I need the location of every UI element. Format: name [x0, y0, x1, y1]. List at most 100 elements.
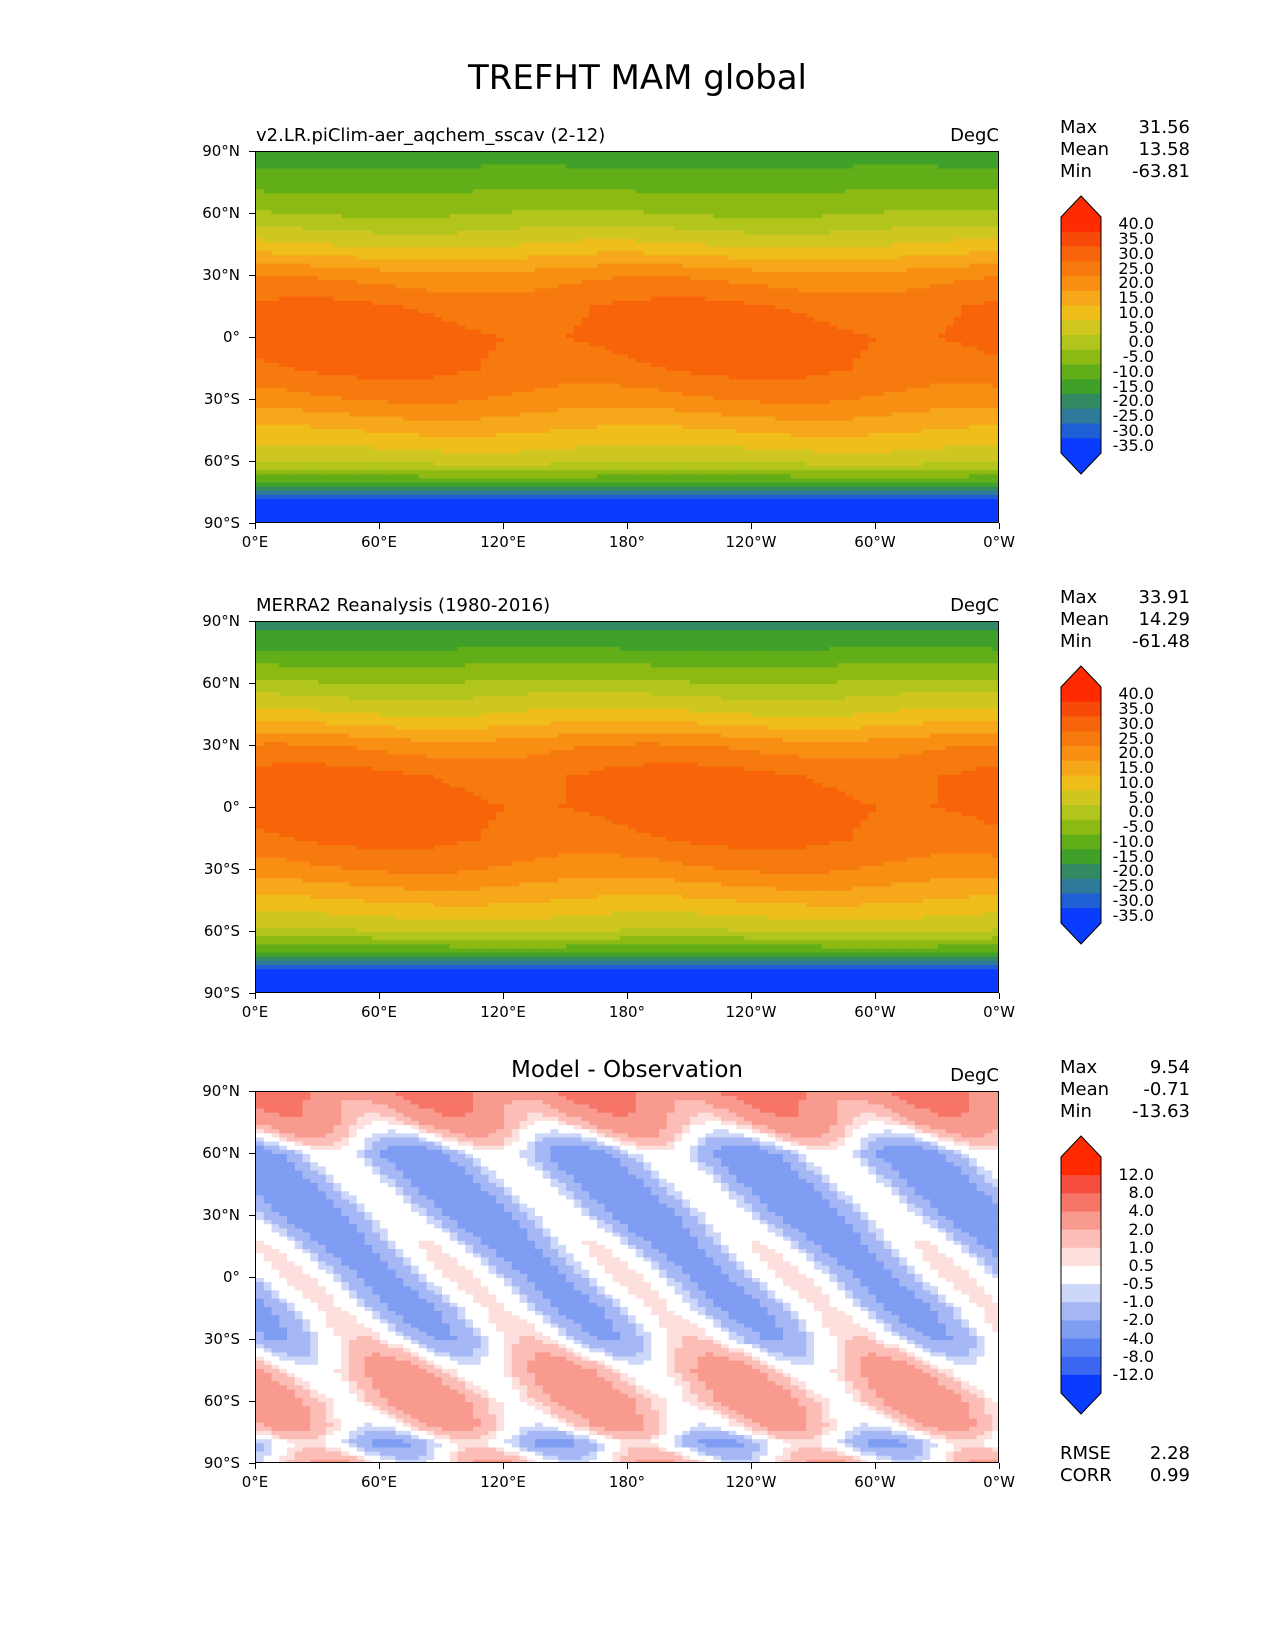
- heatmap-cell: [387, 189, 397, 194]
- heatmap-cell: [287, 288, 296, 294]
- heatmap-cell: [620, 329, 629, 335]
- heatmap-cell: [643, 292, 652, 298]
- heatmap-cell: [434, 185, 443, 190]
- heatmap-cell: [697, 267, 707, 273]
- heatmap-cell: [666, 218, 676, 223]
- heatmap-cell: [752, 358, 761, 364]
- heatmap-cell: [612, 329, 621, 335]
- heatmap-cell: [256, 222, 265, 227]
- heatmap-cell: [713, 284, 722, 289]
- heatmap-cell: [883, 271, 893, 277]
- heatmap-cell: [690, 201, 699, 207]
- heatmap-cell: [372, 354, 381, 360]
- heatmap-cell: [535, 271, 544, 277]
- heatmap-cell: [938, 238, 947, 244]
- heatmap-cell: [496, 350, 505, 356]
- heatmap-cell: [953, 197, 962, 203]
- heatmap-cell: [333, 214, 342, 219]
- heatmap-cell: [403, 230, 412, 236]
- heatmap-cell: [876, 313, 885, 318]
- heatmap-cell: [612, 313, 621, 318]
- heatmap-cell: [930, 267, 939, 273]
- heatmap-cell: [837, 288, 846, 294]
- heatmap-cell: [426, 338, 435, 343]
- heatmap-cell: [852, 164, 862, 170]
- heatmap-cell: [969, 317, 978, 323]
- heatmap-cell: [364, 284, 373, 289]
- heatmap-cell: [341, 242, 350, 248]
- heatmap-cell: [759, 255, 769, 261]
- heatmap-cell: [744, 362, 753, 368]
- heatmap-cell: [705, 321, 714, 327]
- heatmap-cell: [938, 292, 947, 298]
- heatmap-cell: [511, 309, 521, 314]
- heatmap-cell: [736, 267, 745, 273]
- heatmap-cell: [914, 350, 924, 356]
- heatmap-cell: [868, 296, 877, 302]
- heatmap-cell: [930, 329, 939, 335]
- heatmap-cell: [821, 292, 831, 298]
- heatmap-cell: [372, 226, 381, 232]
- heatmap-cell: [612, 292, 621, 298]
- heatmap-cell: [573, 309, 583, 314]
- heatmap-cell: [349, 222, 358, 227]
- heatmap-cell: [294, 342, 304, 347]
- heatmap-cell: [914, 313, 924, 318]
- heatmap-cell: [318, 234, 327, 240]
- heatmap-cell: [535, 251, 544, 256]
- heatmap-cell: [341, 189, 350, 194]
- heatmap-cell: [651, 247, 660, 252]
- heatmap-cell: [728, 313, 738, 318]
- heatmap-cell: [550, 176, 559, 182]
- heatmap-cell: [922, 209, 931, 215]
- heatmap-cell: [473, 342, 482, 347]
- heatmap-cell: [697, 209, 707, 215]
- heatmap-cell: [573, 271, 583, 277]
- heatmap-cell: [666, 214, 676, 219]
- heatmap-cell: [356, 226, 366, 232]
- heatmap-cell: [845, 238, 854, 244]
- heatmap-cell: [465, 226, 474, 232]
- heatmap-cell: [442, 172, 451, 178]
- heatmap-cell: [821, 242, 831, 248]
- heatmap-cell: [550, 172, 559, 178]
- heatmap-cell: [883, 185, 893, 190]
- heatmap-cell: [682, 321, 691, 327]
- heatmap-cell: [759, 304, 769, 310]
- heatmap-cell: [868, 180, 877, 186]
- heatmap-cell: [705, 259, 714, 265]
- heatmap-cell: [480, 172, 490, 178]
- heatmap-cell: [713, 333, 722, 339]
- heatmap-cell: [868, 350, 877, 356]
- heatmap-cell: [597, 271, 606, 277]
- heatmap-cell: [713, 342, 722, 347]
- heatmap-cell: [403, 304, 412, 310]
- heatmap-cell: [589, 354, 598, 360]
- heatmap-cell: [705, 218, 714, 223]
- heatmap-cell: [318, 362, 327, 368]
- heatmap-cell: [914, 160, 924, 165]
- heatmap-cell: [674, 160, 683, 165]
- heatmap-cell: [938, 164, 947, 170]
- heatmap-cell: [550, 362, 559, 368]
- heatmap-cell: [457, 325, 466, 331]
- heatmap-cell: [829, 313, 838, 318]
- heatmap-cell: [271, 214, 280, 219]
- heatmap-cell: [713, 255, 722, 261]
- heatmap-cell: [953, 342, 962, 347]
- heatmap-cell: [256, 350, 265, 356]
- heatmap-cell: [891, 172, 900, 178]
- heatmap-cell: [713, 156, 722, 161]
- heatmap-cell: [349, 304, 358, 310]
- heatmap-cell: [628, 276, 637, 281]
- heatmap-cell: [318, 152, 327, 157]
- heatmap-cell: [814, 185, 823, 190]
- heatmap-cell: [922, 193, 931, 199]
- heatmap-cell: [674, 205, 683, 211]
- heatmap-cell: [449, 218, 459, 223]
- heatmap-cell: [457, 321, 466, 327]
- heatmap-cell: [372, 197, 381, 203]
- heatmap-cell: [628, 180, 637, 186]
- heatmap-cell: [744, 214, 753, 219]
- heatmap-cell: [527, 180, 536, 186]
